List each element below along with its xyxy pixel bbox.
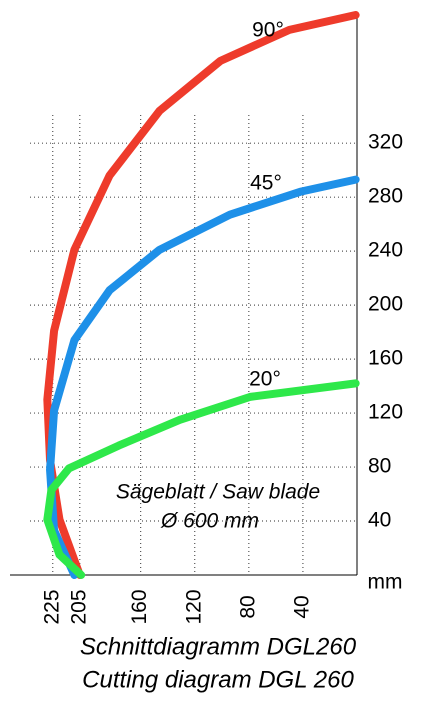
y-tick-label: 200 bbox=[368, 293, 403, 316]
y-tick-label: 160 bbox=[368, 347, 403, 370]
annotation: Sägeblatt / Saw blade bbox=[116, 481, 320, 504]
caption: Cutting diagram DGL 260 bbox=[82, 666, 354, 693]
curve-label: 20° bbox=[249, 368, 281, 391]
annotation: Ø 600 mm bbox=[160, 510, 259, 533]
y-tick-label: 240 bbox=[368, 239, 403, 262]
y-tick-label: 40 bbox=[368, 509, 391, 532]
x-tick-label: 120 bbox=[182, 589, 205, 624]
x-tick-label: 80 bbox=[236, 595, 259, 618]
x-tick-label: 225 bbox=[40, 589, 63, 624]
y-tick-label: 80 bbox=[368, 455, 391, 478]
x-tick-label: 205 bbox=[67, 589, 90, 624]
y-tick-label: 280 bbox=[368, 185, 403, 208]
y-tick-label: 120 bbox=[368, 401, 403, 424]
x-tick-label: 40 bbox=[290, 595, 313, 618]
x-tick-label: 160 bbox=[128, 589, 151, 624]
curve-label: 45° bbox=[250, 172, 282, 195]
caption: Schnittdiagramm DGL260 bbox=[80, 633, 357, 660]
y-unit: mm bbox=[368, 571, 403, 594]
y-tick-label: 320 bbox=[368, 131, 403, 154]
curve bbox=[43, 379, 360, 579]
curve-label: 90° bbox=[252, 19, 284, 42]
